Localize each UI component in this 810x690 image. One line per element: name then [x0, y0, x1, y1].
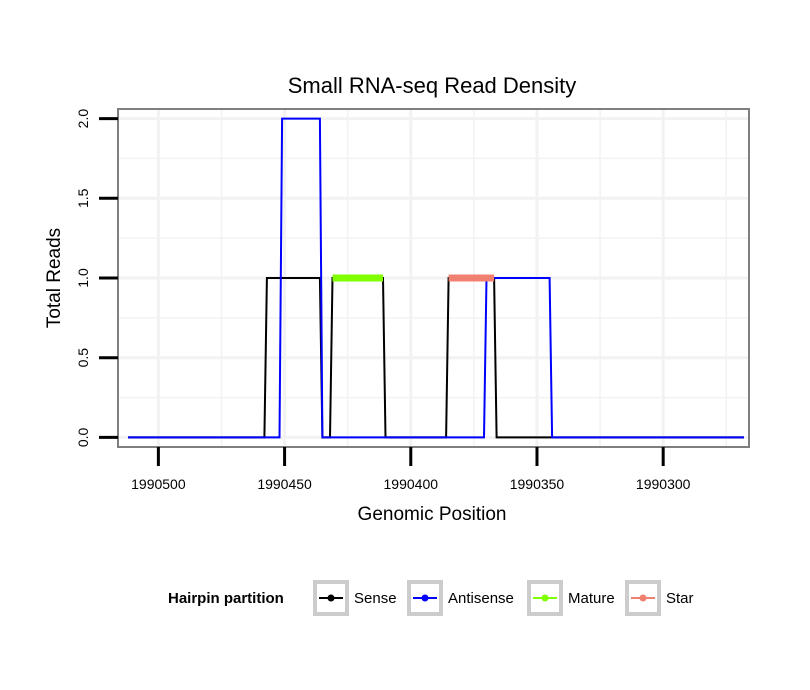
legend-item-sense: Sense	[313, 580, 397, 616]
legend-key-point	[541, 594, 549, 602]
y-tick-label: 2.0	[75, 109, 91, 129]
x-tick-label: 1990300	[636, 476, 691, 492]
legend-label: Sense	[354, 590, 397, 607]
y-axis: 0.0 0.5 1.0 1.5 2.0	[75, 109, 118, 447]
y-tick-label: 1.5	[75, 188, 91, 208]
grid	[118, 109, 749, 447]
legend: Hairpin partition Sense Antisense Mature St…	[168, 580, 694, 616]
y-tick-label: 0.0	[75, 427, 91, 447]
x-tick-label: 1990500	[131, 476, 186, 492]
x-axis: 1990500 1990450 1990400 1990350 1990300	[131, 447, 691, 492]
legend-label: Antisense	[448, 590, 514, 607]
series-layer	[128, 117, 744, 439]
y-tick-label: 0.5	[75, 348, 91, 368]
legend-item-star: Star	[625, 580, 694, 616]
series-line-antisense	[128, 117, 744, 439]
y-axis-title: Total Reads	[44, 228, 65, 328]
legend-label: Mature	[568, 590, 615, 607]
legend-title: Hairpin partition	[168, 590, 284, 607]
y-tick-label: 1.0	[75, 268, 91, 288]
legend-key-point	[327, 594, 335, 602]
x-tick-label: 1990350	[510, 476, 565, 492]
x-axis-title: Genomic Position	[358, 504, 507, 525]
x-tick-label: 1990400	[384, 476, 439, 492]
legend-key-point	[421, 594, 429, 602]
legend-item-mature: Mature	[527, 580, 615, 616]
legend-label: Star	[666, 590, 694, 607]
legend-key-point	[639, 594, 647, 602]
x-tick-label: 1990450	[257, 476, 312, 492]
chart-title: Small RNA-seq Read Density	[288, 73, 577, 98]
legend-item-antisense: Antisense	[407, 580, 514, 616]
